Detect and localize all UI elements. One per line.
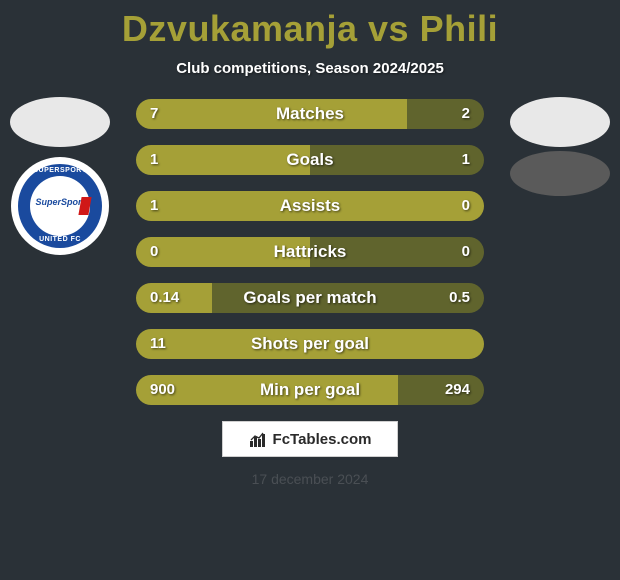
- stat-bar-right-segment: [310, 145, 484, 175]
- stat-bar-right-segment: [407, 99, 484, 129]
- stat-bar-row: Assists10: [136, 191, 484, 221]
- right-team-logo-placeholder: [510, 97, 610, 147]
- stat-bar-left-segment: [136, 283, 212, 313]
- stat-bar-left-segment: [136, 375, 398, 405]
- page-title: Dzvukamanja vs Phili: [0, 0, 620, 50]
- stat-bar-left-segment: [136, 329, 484, 359]
- stat-bar-right-segment: [398, 375, 484, 405]
- stat-bar-left-segment: [136, 191, 484, 221]
- comparison-content: SUPERSPORT UNITED FC SuperSport Matches7…: [0, 99, 620, 405]
- badge-text-bottom: UNITED FC: [11, 236, 109, 243]
- bars-container: Matches72 Goals11 Assists10 Hattricks00 Goal…: [136, 99, 484, 405]
- page-subtitle: Club competitions, Season 2024/2025: [0, 60, 620, 77]
- right-team-logo-placeholder-2: [510, 151, 610, 196]
- stat-bar-row: Goals11: [136, 145, 484, 175]
- club-badge: SUPERSPORT UNITED FC SuperSport: [11, 157, 109, 255]
- chart-icon: [249, 430, 267, 448]
- stat-bar-right-segment: [212, 283, 484, 313]
- footer-brand-badge: FcTables.com: [222, 421, 398, 457]
- left-team-logo-placeholder: [10, 97, 110, 147]
- stat-bar-row: Shots per goal11: [136, 329, 484, 359]
- badge-center-text: SuperSport: [35, 197, 85, 207]
- footer-date: 17 december 2024: [0, 471, 620, 487]
- stat-bar-left-segment: [136, 237, 310, 267]
- stat-bar-left-segment: [136, 99, 407, 129]
- stat-bar-right-segment: [310, 237, 484, 267]
- stat-bar-row: Hattricks00: [136, 237, 484, 267]
- stat-bar-row: Goals per match0.140.5: [136, 283, 484, 313]
- badge-text-top: SUPERSPORT: [11, 167, 109, 174]
- stat-bar-row: Matches72: [136, 99, 484, 129]
- stat-bar-left-segment: [136, 145, 310, 175]
- stat-bar-row: Min per goal900294: [136, 375, 484, 405]
- footer-brand-text: FcTables.com: [273, 431, 372, 448]
